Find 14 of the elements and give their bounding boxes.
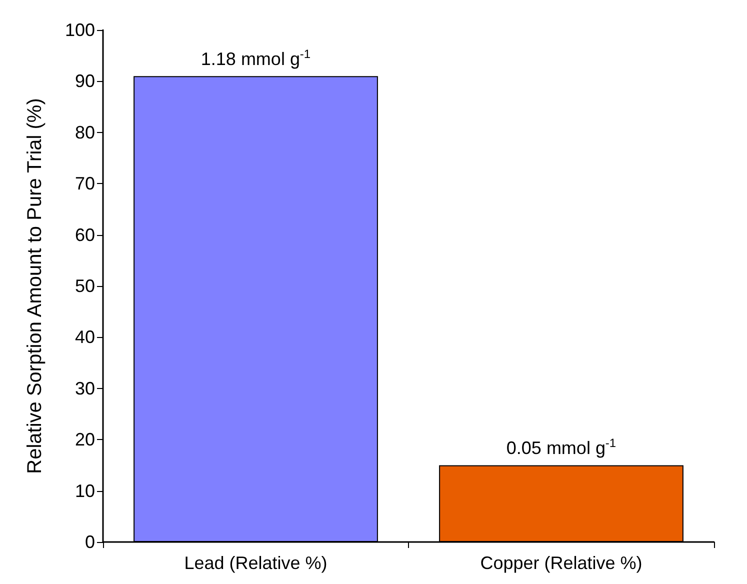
y-tick-label: 70 <box>74 174 95 194</box>
y-tick-label: 90 <box>74 71 95 92</box>
y-tick-label: 40 <box>74 327 95 348</box>
y-tick-label: 100 <box>64 20 95 40</box>
y-tick-label: 20 <box>74 430 95 450</box>
y-tick-label: 50 <box>74 276 95 296</box>
y-tick-label: 80 <box>74 122 95 142</box>
y-tick-label: 0 <box>84 532 95 552</box>
x-tick-label: Copper (Relative %) <box>480 553 642 573</box>
y-axis-title: Relative Sorption Amount to Pure Trial (%) <box>24 98 46 474</box>
y-tick-label: 60 <box>74 224 95 245</box>
y-tick-label: 30 <box>74 378 95 398</box>
y-tick-label: 10 <box>74 480 95 501</box>
x-tick-label: Lead (Relative %) <box>184 553 328 573</box>
